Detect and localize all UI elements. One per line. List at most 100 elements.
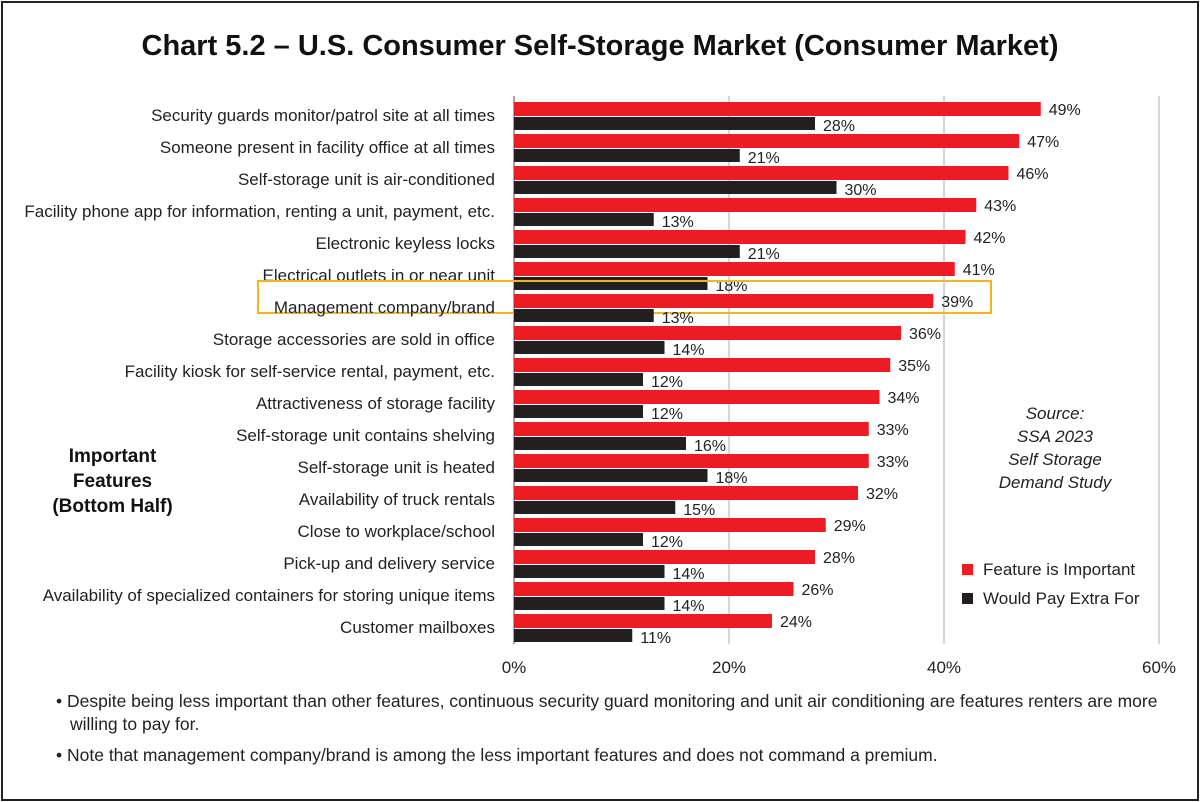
data-label-important: 33% [877,454,909,471]
data-label-pay-extra: 21% [748,246,780,263]
legend-label: Would Pay Extra For [983,588,1140,608]
bar-pay-extra [514,341,665,354]
data-label-pay-extra: 13% [662,214,694,231]
category-label: Security guards monitor/patrol site at a… [151,106,495,125]
bar-important [514,614,772,628]
category-label: Management company/brand [274,298,495,317]
category-label: Facility phone app for information, rent… [24,202,495,221]
data-label-pay-extra: 21% [748,150,780,167]
x-tick-label: 60% [1142,658,1176,677]
note: • Note that management company/brand is … [56,745,938,765]
bar-important [514,230,966,244]
note: • Despite being less important than othe… [56,691,1158,734]
data-label-pay-extra: 11% [640,630,671,647]
bar-pay-extra [514,245,740,258]
bar-important [514,326,901,340]
x-tick-label: 20% [712,658,746,677]
side-label: Important Features (Bottom Half) [40,444,185,519]
bar-important [514,454,869,468]
side-label-line: (Bottom Half) [52,496,173,517]
legend: Feature is Important Would Pay Extra For [962,555,1140,613]
x-tick-label: 0% [502,658,527,677]
data-label-important: 49% [1049,102,1081,119]
bar-pay-extra [514,597,665,610]
data-label-important: 29% [834,518,866,535]
bar-important [514,134,1020,148]
data-label-important: 33% [877,422,909,439]
category-label: Attractiveness of storage facility [256,394,496,413]
category-label: Electronic keyless locks [315,234,495,253]
bar-important [514,486,858,500]
data-label-important: 42% [974,230,1006,247]
bar-important [514,550,815,564]
category-label: Customer mailboxes [340,618,495,637]
bar-important [514,582,794,596]
bar-pay-extra [514,213,654,226]
data-label-pay-extra: 12% [651,406,683,423]
legend-swatch-important [962,564,973,575]
data-label-important: 35% [898,358,930,375]
bar-important [514,422,869,436]
bar-pay-extra [514,565,665,578]
data-label-important: 47% [1027,134,1059,151]
bar-pay-extra [514,501,676,514]
data-label-pay-extra: 14% [673,598,705,615]
source-line: Source: [1025,404,1085,423]
legend-swatch-pay-extra [962,593,973,604]
bar-important [514,262,955,276]
data-label-pay-extra: 13% [662,310,694,327]
data-label-pay-extra: 18% [716,470,748,487]
source-note: Source: SSA 2023 Self Storage Demand Stu… [990,402,1120,494]
category-label: Storage accessories are sold in office [213,330,495,349]
bar-important [514,390,880,404]
data-label-pay-extra: 14% [673,342,705,359]
bar-important [514,358,891,372]
data-label-pay-extra: 12% [651,374,683,391]
legend-label: Feature is Important [983,559,1136,579]
data-label-pay-extra: 28% [823,118,855,135]
chart-title: Chart 5.2 – U.S. Consumer Self-Storage M… [141,30,1059,62]
bar-pay-extra [514,629,633,642]
category-label: Availability of specialized containers f… [43,586,495,605]
legend-item: Feature is Important [962,555,1140,584]
x-tick-label: 40% [927,658,961,677]
bar-pay-extra [514,437,686,450]
source-line: Self Storage [1008,450,1102,469]
bar-important [514,198,977,212]
category-label: Self-storage unit is heated [297,458,495,477]
category-label: Self-storage unit contains shelving [236,426,495,445]
bar-pay-extra [514,469,708,482]
data-label-important: 39% [941,294,973,311]
data-label-pay-extra: 14% [673,566,705,583]
data-label-important: 41% [963,262,995,279]
bar-pay-extra [514,309,654,322]
source-line: Demand Study [998,473,1112,492]
bar-important [514,518,826,532]
data-label-pay-extra: 12% [651,534,683,551]
category-label: Someone present in facility office at al… [160,138,495,157]
bar-pay-extra [514,181,837,194]
notes: • Despite being less important than othe… [56,690,1166,775]
bar-pay-extra [514,117,815,130]
data-label-important: 36% [909,326,941,343]
data-label-important: 43% [984,198,1016,215]
data-label-important: 28% [823,550,855,567]
data-label-pay-extra: 16% [694,438,726,455]
data-label-important: 24% [780,614,812,631]
category-label: Close to workplace/school [298,522,495,541]
bar-pay-extra [514,373,643,386]
data-label-important: 32% [866,486,898,503]
side-label-line: Features [72,471,153,492]
data-label-pay-extra: 30% [845,182,877,199]
bar-important [514,294,934,308]
side-label-line: Important [68,446,157,467]
data-label-important: 46% [1017,166,1049,183]
data-label-important: 34% [888,390,920,407]
bar-important [514,166,1009,180]
bar-pay-extra [514,533,643,546]
source-line: SSA 2023 [1017,427,1093,446]
category-label: Facility kiosk for self-service rental, … [125,362,495,381]
data-label-pay-extra: 15% [683,502,715,519]
